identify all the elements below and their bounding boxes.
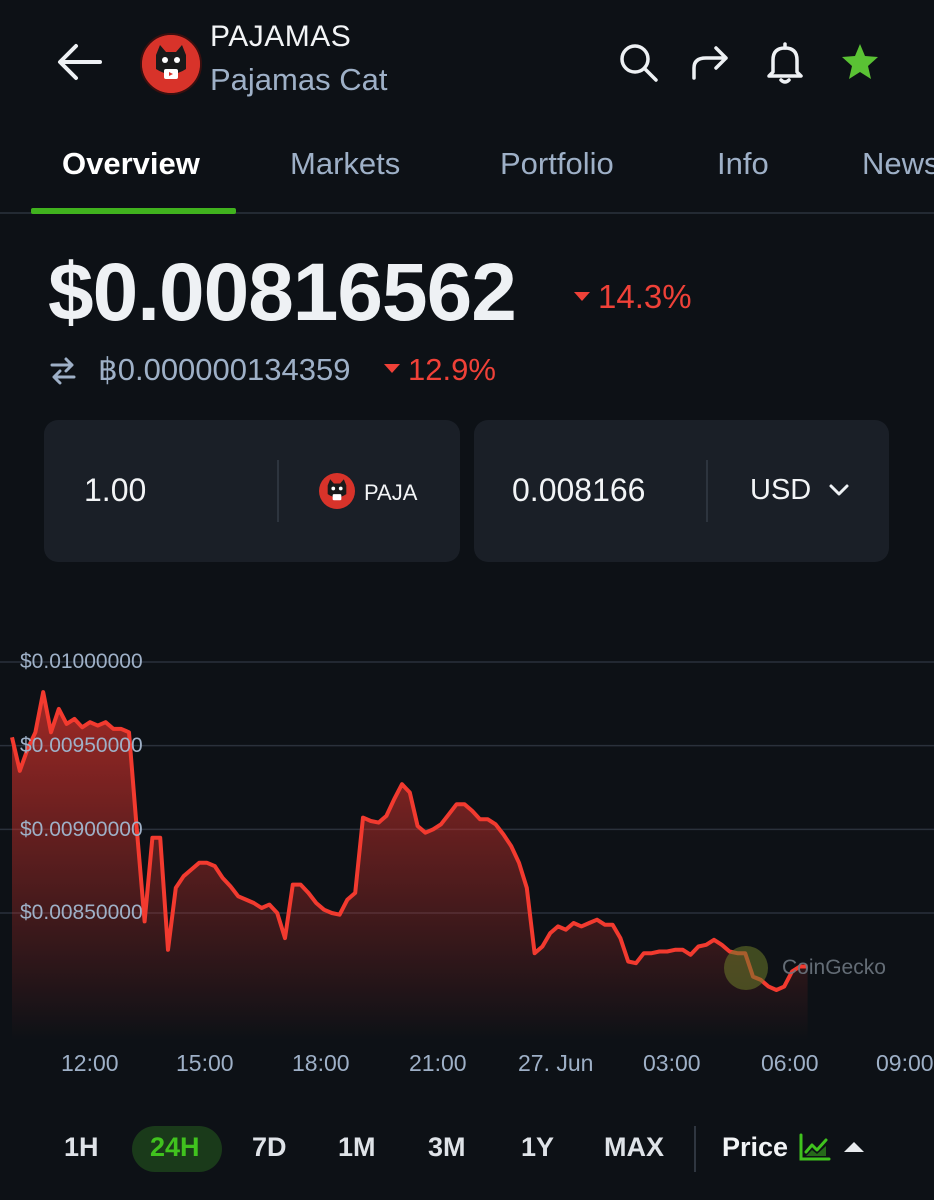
converter-currency-card[interactable]: 0.008166 USD bbox=[474, 420, 889, 562]
range-3m[interactable]: 3M bbox=[428, 1132, 466, 1162]
coin-logo-small bbox=[319, 473, 355, 509]
coin-unit: PAJA bbox=[364, 480, 418, 505]
x-tick-label: 18:00 bbox=[292, 1050, 350, 1076]
price-change-btc: 12.9% bbox=[384, 352, 496, 388]
x-tick-label: 06:00 bbox=[761, 1050, 819, 1076]
price-toggle[interactable]: Price bbox=[722, 1132, 789, 1162]
coingecko-logo-icon bbox=[724, 946, 768, 990]
range-1m[interactable]: 1M bbox=[338, 1132, 376, 1162]
range-1h[interactable]: 1H bbox=[64, 1132, 99, 1162]
range-7d[interactable]: 7D bbox=[252, 1132, 287, 1162]
share-icon[interactable] bbox=[688, 38, 736, 86]
search-icon[interactable] bbox=[614, 38, 662, 86]
x-tick-label: 21:00 bbox=[409, 1050, 467, 1076]
coin-logo bbox=[140, 33, 202, 95]
price-change-usd-value: 14.3% bbox=[598, 278, 692, 315]
x-tick-label: 09:00 bbox=[876, 1050, 934, 1076]
tab-news[interactable]: News bbox=[862, 146, 934, 181]
price-change-btc-value: 12.9% bbox=[408, 352, 496, 387]
down-triangle-icon bbox=[384, 364, 400, 374]
converted-value[interactable]: 0.008166 bbox=[512, 472, 646, 508]
line-chart-icon[interactable] bbox=[798, 1132, 832, 1162]
down-triangle-icon bbox=[574, 291, 590, 301]
coin-symbol: PAJAMAS bbox=[210, 20, 352, 53]
y-tick-label: $0.00950000 bbox=[20, 734, 143, 757]
star-icon[interactable] bbox=[836, 38, 884, 86]
price-chart[interactable] bbox=[0, 600, 934, 1080]
range-1y[interactable]: 1Y bbox=[521, 1132, 555, 1162]
bell-icon[interactable] bbox=[761, 38, 809, 86]
price-btc: ฿0.000000134359 bbox=[98, 352, 351, 387]
swap-icon[interactable] bbox=[48, 355, 78, 387]
tab-overview[interactable]: Overview bbox=[62, 146, 200, 181]
card-divider bbox=[277, 460, 279, 522]
amount-input[interactable]: 1.00 bbox=[84, 472, 147, 508]
bar-divider bbox=[694, 1126, 696, 1172]
watermark-text: CoinGecko bbox=[782, 956, 886, 979]
active-tab-indicator bbox=[31, 208, 236, 214]
back-arrow-icon[interactable] bbox=[54, 40, 104, 84]
range-max[interactable]: MAX bbox=[604, 1132, 664, 1162]
tabs-divider bbox=[0, 212, 934, 214]
price-line bbox=[10, 690, 808, 992]
tab-markets[interactable]: Markets bbox=[290, 146, 401, 181]
y-tick-label: $0.01000000 bbox=[20, 650, 143, 673]
card-divider bbox=[706, 460, 708, 522]
coin-name: Pajamas Cat bbox=[210, 62, 388, 97]
price-area bbox=[12, 692, 808, 1040]
x-tick-label: 12:00 bbox=[61, 1050, 119, 1076]
chevron-down-icon[interactable] bbox=[828, 482, 850, 498]
price-change-usd: 14.3% bbox=[574, 278, 692, 316]
x-tick-label: 27. Jun bbox=[518, 1050, 594, 1076]
x-tick-label: 15:00 bbox=[176, 1050, 234, 1076]
price-usd: $0.00816562 bbox=[48, 247, 517, 338]
range-selected-pill bbox=[132, 1126, 222, 1172]
converter-coin-card[interactable]: 1.00 PAJA bbox=[44, 420, 460, 562]
caret-up-icon[interactable] bbox=[844, 1142, 864, 1152]
currency-select[interactable]: USD bbox=[750, 474, 812, 506]
tab-info[interactable]: Info bbox=[717, 146, 769, 181]
y-tick-label: $0.00850000 bbox=[20, 901, 143, 924]
range-24h[interactable]: 24H bbox=[150, 1132, 200, 1162]
tab-portfolio[interactable]: Portfolio bbox=[500, 146, 614, 181]
x-tick-label: 03:00 bbox=[643, 1050, 701, 1076]
y-tick-label: $0.00900000 bbox=[20, 818, 143, 841]
